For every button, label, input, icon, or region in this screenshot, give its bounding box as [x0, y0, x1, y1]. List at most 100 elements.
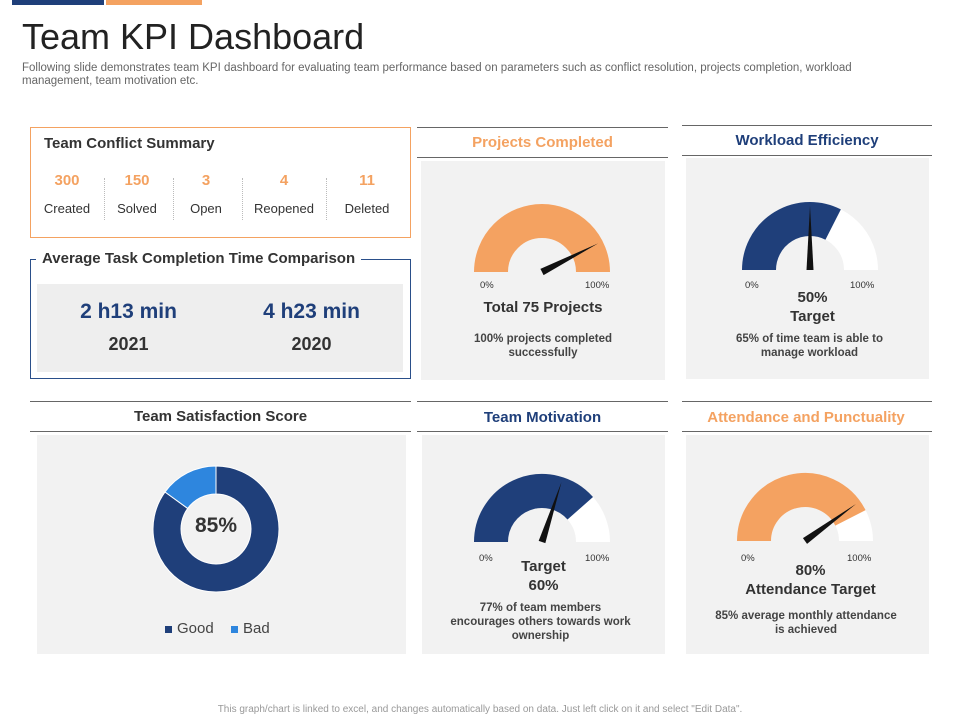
- stat-reopened: 4 Reopened: [249, 172, 319, 216]
- attendance-gauge: [737, 473, 873, 544]
- legend-swatch-good: [165, 625, 172, 633]
- stat-deleted: 11 Deleted: [332, 172, 402, 216]
- conflict-summary-title: Team Conflict Summary: [44, 135, 215, 152]
- panel-rule-bottom: [682, 155, 932, 156]
- satisfaction-panel: 85% Good Bad: [37, 435, 406, 654]
- satisfaction-title: Team Satisfaction Score: [133, 408, 308, 425]
- avg-item-2021: 2 h13 min 2021: [37, 300, 220, 355]
- avg-time-year: 2020: [291, 334, 332, 354]
- legend-label: Good: [177, 620, 214, 637]
- gauge-fill: [474, 474, 593, 543]
- motivation-desc: 77% of team members encourages others to…: [422, 601, 659, 643]
- legend-swatch-bad: [231, 625, 238, 633]
- avg-item-2020: 4 h23 min 2020: [220, 300, 403, 355]
- panel-rule-bottom: [30, 431, 411, 432]
- gauge-needle: [802, 503, 856, 544]
- workload-desc: 65% of time team is able to manage workl…: [686, 332, 933, 360]
- projects-panel: 0% 100% Total 75 Projects 100% projects …: [421, 161, 665, 380]
- projects-gauge: [474, 204, 610, 276]
- satisfaction-donut: [152, 465, 280, 593]
- panel-rule-top: [682, 125, 932, 126]
- target-value: 80%: [795, 562, 826, 579]
- desc-line: 77% of team members: [479, 602, 602, 614]
- gauge-fill: [737, 473, 866, 542]
- desc-line: ownership: [511, 630, 570, 642]
- conflict-summary-card: Team Conflict Summary 300 Created 150 So…: [30, 127, 411, 238]
- donut-slice-good: [152, 465, 280, 593]
- gauge-min-label: 0%: [480, 280, 494, 291]
- gauge-fill: [474, 204, 610, 273]
- stat-created: 300 Created: [32, 172, 102, 216]
- legend-label: Bad: [243, 620, 270, 637]
- gauge-min-label: 0%: [741, 553, 755, 564]
- avg-time-value: 2 h13 min: [80, 300, 177, 323]
- desc-line: 65% of time team is able to: [736, 333, 883, 345]
- stat-value: 3: [201, 172, 211, 189]
- stat-value: 4: [279, 172, 289, 189]
- gauge-needle: [806, 206, 814, 270]
- gauge-needle: [540, 243, 599, 276]
- avg-completion-title: Average Task Completion Time Comparison: [36, 250, 362, 267]
- projects-title: Projects Completed: [472, 134, 613, 151]
- workload-gauge: [742, 202, 878, 271]
- donut-center-label: 85%: [194, 514, 238, 537]
- attendance-title: Attendance and Punctuality: [707, 409, 905, 426]
- desc-line: 100% projects completed: [473, 333, 613, 345]
- stat-divider: [104, 178, 105, 220]
- panel-rule-top: [417, 401, 668, 402]
- stat-label: Deleted: [344, 201, 390, 216]
- gauge-min-label: 0%: [479, 553, 493, 564]
- motivation-panel: 0% 100% Target 60% 77% of team members e…: [422, 435, 665, 654]
- stat-label: Reopened: [254, 201, 314, 216]
- stat-value: 150: [124, 172, 150, 189]
- desc-line: successfully: [508, 347, 578, 359]
- stat-value: 11: [359, 172, 375, 189]
- gauge-fill: [742, 202, 841, 271]
- page-title: Team KPI Dashboard: [22, 16, 365, 57]
- stat-value: 300: [54, 172, 80, 189]
- attendance-desc: 85% average monthly attendance is achiev…: [686, 609, 926, 637]
- accent-bar-orange: [106, 0, 202, 5]
- legend-bad: Bad: [231, 620, 270, 637]
- workload-panel: 0% 100% 50% Target 65% of time team is a…: [686, 158, 929, 379]
- target-label: Target: [790, 308, 835, 325]
- gauge-max-label: 100%: [850, 280, 875, 291]
- panel-rule-bottom: [417, 431, 668, 432]
- stat-divider: [326, 178, 327, 220]
- workload-title: Workload Efficiency: [735, 132, 879, 149]
- desc-line: is achieved: [774, 624, 837, 636]
- legend-good: Good: [165, 620, 214, 637]
- desc-line: encourages others towards work: [450, 616, 631, 628]
- donut-slice-bad: [164, 465, 217, 510]
- workload-target: 50% Target: [686, 288, 939, 326]
- target-label: Attendance Target: [745, 581, 876, 598]
- panel-rule-top: [30, 401, 411, 402]
- panel-rule-top: [682, 401, 932, 402]
- gauge-needle: [538, 482, 562, 544]
- gauge-min-label: 0%: [745, 280, 759, 291]
- stat-label: Created: [43, 201, 91, 216]
- attendance-panel: 0% 100% 80% Attendance Target 85% averag…: [686, 435, 929, 654]
- accent-bar-navy: [12, 0, 104, 5]
- target-value: 50%: [797, 289, 828, 306]
- page-subtitle: Following slide demonstrates team KPI da…: [22, 62, 852, 87]
- panel-rule-top: [417, 127, 668, 128]
- motivation-title: Team Motivation: [483, 409, 602, 426]
- target-label: Target: [521, 558, 566, 575]
- gauge-max-label: 100%: [585, 553, 610, 564]
- stat-divider: [173, 178, 174, 220]
- stat-label: Solved: [117, 201, 157, 216]
- stat-divider: [242, 178, 243, 220]
- avg-time-year: 2021: [108, 334, 149, 354]
- avg-time-value: 4 h23 min: [263, 300, 360, 323]
- stat-label: Open: [190, 201, 222, 216]
- gauge-max-label: 100%: [585, 280, 610, 291]
- projects-headline: Total 75 Projects: [483, 299, 603, 316]
- target-value: 60%: [528, 577, 559, 594]
- desc-line: 85% average monthly attendance: [715, 610, 897, 622]
- projects-desc: 100% projects completed successfully: [421, 332, 665, 360]
- stat-open: 3 Open: [171, 172, 241, 216]
- motivation-gauge: [474, 474, 610, 544]
- attendance-target: 80% Attendance Target: [686, 561, 935, 599]
- panel-rule-bottom: [417, 157, 668, 158]
